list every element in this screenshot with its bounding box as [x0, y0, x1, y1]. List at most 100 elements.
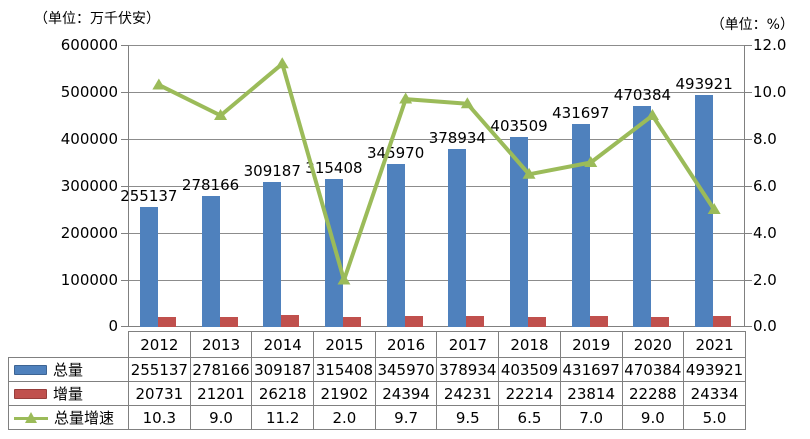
value-cell: 431697 — [559, 357, 623, 382]
increment-bar — [651, 316, 670, 327]
value-cell: 23814 — [559, 381, 623, 406]
total-bar — [571, 124, 590, 327]
gridline — [128, 280, 745, 281]
year-cell: 2019 — [559, 331, 623, 358]
triangle-marker — [337, 273, 351, 285]
legend-cell: 总量增速 — [8, 405, 129, 430]
value-cell: 22214 — [498, 381, 561, 406]
left-axis-tick-label: 0 — [108, 317, 118, 335]
value-cell: 7.0 — [559, 405, 623, 430]
value-cell: 493921 — [683, 357, 746, 382]
triangle-marker — [460, 97, 474, 109]
right-axis-tick-label: 10.0 — [753, 83, 787, 101]
triangle-marker — [584, 156, 598, 167]
year-cell: 2017 — [436, 331, 500, 358]
value-cell: 278166 — [189, 357, 253, 382]
bar-data-label: 315408 — [305, 158, 363, 177]
total-bar — [510, 137, 529, 327]
value-cell: 24394 — [374, 381, 438, 406]
blank-corner-cell — [8, 331, 129, 358]
left-axis-tick-label: 500000 — [60, 83, 118, 101]
legend-label: 总量 — [53, 361, 84, 379]
triangle-marker — [214, 109, 228, 120]
bar-data-label: 255137 — [120, 187, 178, 206]
year-header-row: 2012 2013 2014 2015 2016 2017 2018 2019 2020 2021 — [8, 331, 746, 358]
right-axis-line — [744, 45, 745, 327]
value-cell: 24231 — [436, 381, 500, 406]
value-cell: 24334 — [683, 381, 746, 406]
gridline — [128, 186, 745, 187]
total-bar — [448, 148, 467, 327]
value-cell: 10.3 — [128, 405, 191, 430]
legend-cell: 增量 — [8, 381, 129, 406]
bar-data-label: 345970 — [367, 144, 425, 163]
bar-data-label: 493921 — [675, 74, 733, 93]
right-axis-tick-label: 0.0 — [753, 317, 777, 335]
value-cell: 20731 — [128, 381, 191, 406]
year-cell: 2016 — [374, 331, 438, 358]
value-cell: 9.0 — [621, 405, 685, 430]
value-cell: 21201 — [189, 381, 253, 406]
growth-line-legend-icon — [14, 411, 48, 424]
right-axis-tick — [745, 139, 752, 140]
legend-label: 增量 — [53, 385, 84, 403]
year-cell: 2014 — [251, 331, 315, 358]
increment-bar — [528, 316, 547, 327]
value-cell: 9.7 — [374, 405, 438, 430]
growth-rate-line — [152, 57, 721, 285]
total-bar — [386, 164, 405, 327]
value-cell: 22288 — [621, 381, 685, 406]
right-axis-tick-label: 2.0 — [753, 271, 777, 289]
row-total: 总量 255137 278166 309187 315408 345970 378934 40… — [8, 357, 746, 382]
value-cell: 315408 — [313, 357, 376, 382]
left-axis-tick — [121, 280, 128, 281]
triangle-marker — [152, 78, 166, 90]
triangle-marker — [275, 57, 289, 69]
value-cell: 9.5 — [436, 405, 500, 430]
value-cell: 6.5 — [498, 405, 561, 430]
increment-bar — [466, 315, 485, 327]
left-axis-tick — [121, 326, 128, 327]
right-axis-tick — [745, 45, 752, 46]
year-cell: 2020 — [621, 331, 685, 358]
triangle-marker — [645, 109, 659, 120]
gridline — [128, 45, 745, 46]
year-cell: 2015 — [313, 331, 376, 358]
year-cell: 2018 — [498, 331, 561, 358]
increment-bar — [404, 315, 423, 327]
left-axis-tick — [121, 233, 128, 234]
growth-line-path — [158, 61, 716, 282]
left-axis-tick-label: 300000 — [60, 177, 118, 195]
total-bar-legend-icon — [14, 364, 47, 375]
value-cell: 11.2 — [251, 405, 315, 430]
right-axis-tick-label: 8.0 — [753, 130, 777, 148]
total-bar — [324, 178, 343, 327]
plot-area: 255137 278166 309187 315408 345970 378934 4035… — [120, 45, 752, 327]
left-axis-tick-label: 400000 — [60, 130, 118, 148]
right-axis-tick — [745, 233, 752, 234]
bar-data-label: 378934 — [428, 128, 486, 147]
left-axis-unit-label: （单位：万千伏安） — [34, 11, 160, 27]
value-cell: 2.0 — [313, 405, 376, 430]
right-axis-tick — [745, 280, 752, 281]
value-cell: 470384 — [621, 357, 685, 382]
left-axis-tick — [121, 139, 128, 140]
value-cell: 5.0 — [683, 405, 746, 430]
increment-bar — [157, 317, 176, 327]
value-cell: 21902 — [313, 381, 376, 406]
left-axis-tick — [121, 45, 128, 46]
year-cell: 2012 — [128, 331, 191, 358]
increment-bar — [342, 316, 361, 327]
triangle-marker — [522, 167, 536, 179]
bar-data-label: 403509 — [490, 117, 548, 136]
left-axis-tick-label: 600000 — [60, 36, 118, 54]
left-axis-tick — [121, 186, 128, 187]
increment-bar-legend-icon — [14, 388, 47, 399]
triangle-marker — [399, 92, 413, 104]
value-cell: 378934 — [436, 357, 500, 382]
increment-bar — [219, 317, 238, 327]
right-axis-tick-label: 4.0 — [753, 224, 777, 242]
bar-data-label: 431697 — [552, 104, 610, 123]
legend-label: 总量增速 — [54, 409, 115, 427]
